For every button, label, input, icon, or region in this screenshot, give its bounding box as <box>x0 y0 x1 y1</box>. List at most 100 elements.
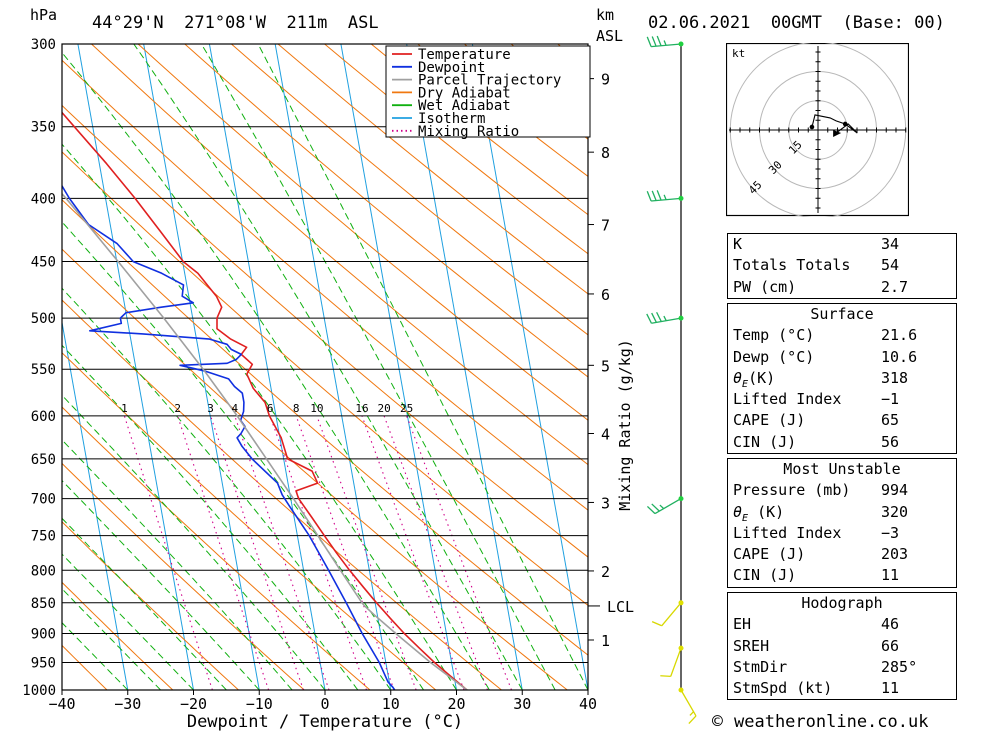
pressure-tick-label: 450 <box>31 255 56 271</box>
wet-adiabat-line <box>62 394 326 690</box>
theta-e-symbol: θE <box>733 368 749 390</box>
isotherm-line <box>340 44 457 690</box>
lcl-label: LCL <box>607 598 634 616</box>
site-credit: weatheronline.co.uk <box>734 712 928 732</box>
mixing-ratio-label: 3 <box>207 402 214 415</box>
hodograph-table: Hodograph EH 46 SREH 66 StmDir 285° StmSpd … <box>727 592 957 701</box>
mixing-ratio-line <box>234 415 330 690</box>
dry-adiabat-line <box>62 248 568 690</box>
isotherm-line <box>62 319 129 690</box>
eh-row: EH 46 <box>728 614 956 635</box>
pressure-tick-label: 800 <box>31 563 56 579</box>
hodograph-unit: kt <box>732 47 745 60</box>
series-line-parcel-trajectory <box>62 192 468 690</box>
asl-unit-label: ASL <box>596 27 623 45</box>
wind-barb-dot <box>678 600 684 606</box>
stmdir-row: StmDir 285° <box>728 657 956 678</box>
wet-adiabat-line <box>62 479 260 690</box>
hodograph-table-title: Hodograph <box>801 594 883 612</box>
temperature-tick-label: 40 <box>579 695 597 713</box>
wind-barb-feather <box>646 313 653 324</box>
mixing-ratio-axis-label: Mixing Ratio (g/kg) <box>616 339 634 511</box>
wind-barb-shaft <box>654 498 682 515</box>
isotherm-line <box>208 44 326 690</box>
dry-adiabat-line <box>62 299 502 690</box>
temperature-tick-label: 30 <box>513 695 531 713</box>
temperature-tick-label: −20 <box>180 695 207 713</box>
wind-barb-feather <box>659 504 665 510</box>
wind-barb-feather <box>646 36 652 47</box>
legend-label: Wet Adiabat <box>418 98 511 114</box>
pressure-tick-label: 300 <box>31 37 56 53</box>
wind-barb-feather <box>656 311 662 322</box>
km-tick-label: 8 <box>601 144 610 162</box>
hodograph-storm-motion-arrow <box>833 130 842 138</box>
legend-label: Dry Adiabat <box>418 85 511 101</box>
wet-adiabat-line <box>62 588 161 690</box>
mu-pressure-row: Pressure (mb) 994 <box>728 480 956 501</box>
hodograph-storm-dot <box>842 121 848 127</box>
wind-barb-shaft <box>661 602 682 627</box>
wind-barb-feather <box>689 711 694 716</box>
indices-table: K 34 Totals Totals 54 PW (cm) 2.7 <box>727 233 957 299</box>
mu-li-value: −3 <box>881 523 900 542</box>
temperature-tick-labels: −40 −30 −20 −10 0 10 20 30 40 <box>48 690 597 713</box>
surface-cape-value: 65 <box>881 411 900 430</box>
mixing-ratio-label: 4 <box>231 402 238 415</box>
wet-adiabat-line <box>62 344 359 690</box>
mixing-ratio-label: 8 <box>293 402 300 415</box>
pressure-tick-label: 400 <box>31 191 56 207</box>
pressure-tick-label: 1000 <box>22 683 56 699</box>
wet-adiabat-line <box>133 44 523 690</box>
wind-barb-feather <box>663 40 667 46</box>
mixing-ratio-label: 20 <box>377 402 390 415</box>
mu-theta-row: θE (K) 320 <box>728 502 956 524</box>
mixing-ratio-line <box>210 415 304 690</box>
pressure-level-lines <box>62 43 588 691</box>
km-tick-label: 7 <box>601 217 610 235</box>
pressure-tick-label: 350 <box>31 120 56 136</box>
wind-barb-feather <box>651 190 657 201</box>
km-tick-label: 3 <box>601 494 610 512</box>
mixing-ratio-line <box>383 415 489 690</box>
pressure-tick-label: 500 <box>31 311 56 327</box>
stmspd-value: 11 <box>881 679 900 698</box>
theta-e-symbol: θE <box>733 502 749 524</box>
legend-label: Mixing Ratio <box>418 124 519 140</box>
pressure-tick-label: 900 <box>31 626 56 642</box>
most-unstable-title: Most Unstable <box>783 460 901 478</box>
surface-theta-value: 318 <box>881 368 909 387</box>
wet-adiabat-line <box>62 439 293 690</box>
temperature-tick-label: 20 <box>447 695 465 713</box>
dry-adiabat-line <box>62 151 588 607</box>
mixing-ratio-label: 2 <box>174 402 181 415</box>
wind-barb-feather <box>651 503 660 512</box>
wind-barb-feather <box>646 505 656 515</box>
wind-barb-feather <box>656 190 662 201</box>
wet-adiabat-line <box>62 553 194 690</box>
pw-value: 2.7 <box>881 277 909 296</box>
wet-adiabat-line <box>62 221 425 690</box>
mu-cape-row: CAPE (J) 203 <box>728 544 956 565</box>
temperature-tick-label: −30 <box>114 695 141 713</box>
k-index-row: K 34 <box>728 234 956 255</box>
mu-cin-value: 11 <box>881 566 900 585</box>
pressure-tick-label: 950 <box>31 655 56 671</box>
pressure-tick-label: 550 <box>31 362 56 378</box>
datetime-title: 02.06.2021 00GMT (Base: 00) <box>648 13 945 33</box>
surface-cape-row: CAPE (J) 65 <box>728 410 956 431</box>
km-tick-label: 4 <box>601 426 610 444</box>
series-line-dewpoint <box>62 184 396 690</box>
mixing-ratio-label: 25 <box>400 402 413 415</box>
mixing-ratio-line <box>177 415 270 690</box>
isotherm-line <box>274 44 392 690</box>
stmdir-value: 285° <box>881 657 918 676</box>
wind-barb-feather <box>656 35 662 46</box>
mixing-ratio-label: 16 <box>355 402 368 415</box>
legend-label: Isotherm <box>418 111 485 127</box>
surface-cin-row: CIN (J) 56 <box>728 432 956 453</box>
km-tick-label: 6 <box>601 286 610 304</box>
mixing-ratio-label: 6 <box>267 402 274 415</box>
